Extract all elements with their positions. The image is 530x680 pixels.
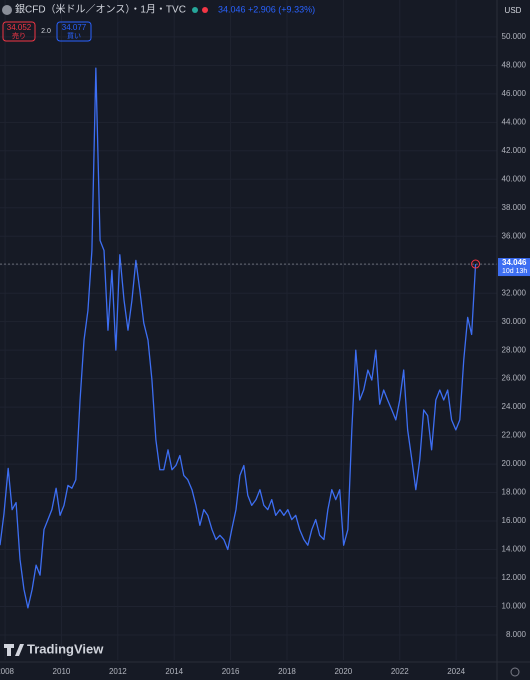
- x-tick-label: 2010: [53, 667, 71, 676]
- countdown-label: 10d 13h: [502, 268, 527, 275]
- y-tick-label: 14.000: [502, 545, 527, 554]
- x-tick-label: 2024: [447, 667, 465, 676]
- y-tick-label: 32.000: [502, 288, 527, 297]
- sell-price[interactable]: 34.052: [7, 23, 32, 32]
- y-tick-label: 18.000: [502, 488, 527, 497]
- y-tick-label: 42.000: [502, 146, 527, 155]
- y-tick-label: 40.000: [502, 174, 527, 183]
- y-tick-label: 28.000: [502, 345, 527, 354]
- sell-label[interactable]: 売り: [12, 31, 26, 40]
- buy-button[interactable]: [56, 21, 92, 42]
- y-tick-label: 22.000: [502, 431, 527, 440]
- settings-icon[interactable]: [510, 667, 520, 677]
- last-price-label: 34.046: [502, 258, 527, 267]
- spread: 2.0: [41, 28, 51, 35]
- y-tick-label: 16.000: [502, 516, 527, 525]
- buy-label[interactable]: 買い: [67, 32, 81, 40]
- symbol-title[interactable]: 銀CFD（米ドル／オンス）・1月・TVC: [15, 3, 186, 16]
- y-tick-label: 20.000: [502, 459, 527, 468]
- y-tick-label: 36.000: [502, 231, 527, 240]
- price-line: [0, 67, 477, 609]
- x-tick-label: 2012: [109, 667, 127, 676]
- y-tick-label: 48.000: [502, 60, 527, 69]
- plot: [0, 67, 497, 609]
- symbol-icon: [2, 5, 12, 15]
- y-tick-label: 26.000: [502, 374, 527, 383]
- last-price-badge: [498, 258, 530, 277]
- x-tick-label: 2016: [222, 667, 240, 676]
- y-tick-label: 38.000: [502, 203, 527, 212]
- sell-button[interactable]: [2, 21, 36, 42]
- x-tick-label: 2020: [334, 667, 352, 676]
- y-tick-label: 50.000: [502, 32, 527, 41]
- y-tick-label: 8.000: [506, 630, 527, 639]
- y-tick-label: 12.000: [502, 573, 527, 582]
- status-dot: [192, 7, 198, 13]
- last-price-marker: [471, 259, 481, 269]
- grid: [0, 0, 497, 660]
- x-tick-label: 2014: [165, 667, 183, 676]
- x-tick-label: 2018: [278, 667, 296, 676]
- quote: 34.046 +2.906 (+9.33%): [218, 4, 315, 14]
- x-tick-label: 2008: [0, 667, 15, 676]
- buy-price[interactable]: 34.077: [62, 23, 87, 32]
- y-tick-label: 10.000: [502, 602, 527, 611]
- y-tick-label: 24.000: [502, 402, 527, 411]
- logo: TradingView: [27, 641, 104, 656]
- status-dot: [202, 7, 208, 13]
- y-tick-label: 44.000: [502, 117, 527, 126]
- y-tick-label: 30.000: [502, 317, 527, 326]
- logo-icon: [4, 644, 24, 656]
- x-tick-label: 2022: [391, 667, 409, 676]
- currency[interactable]: USD: [505, 6, 522, 15]
- y-tick-label: 46.000: [502, 89, 527, 98]
